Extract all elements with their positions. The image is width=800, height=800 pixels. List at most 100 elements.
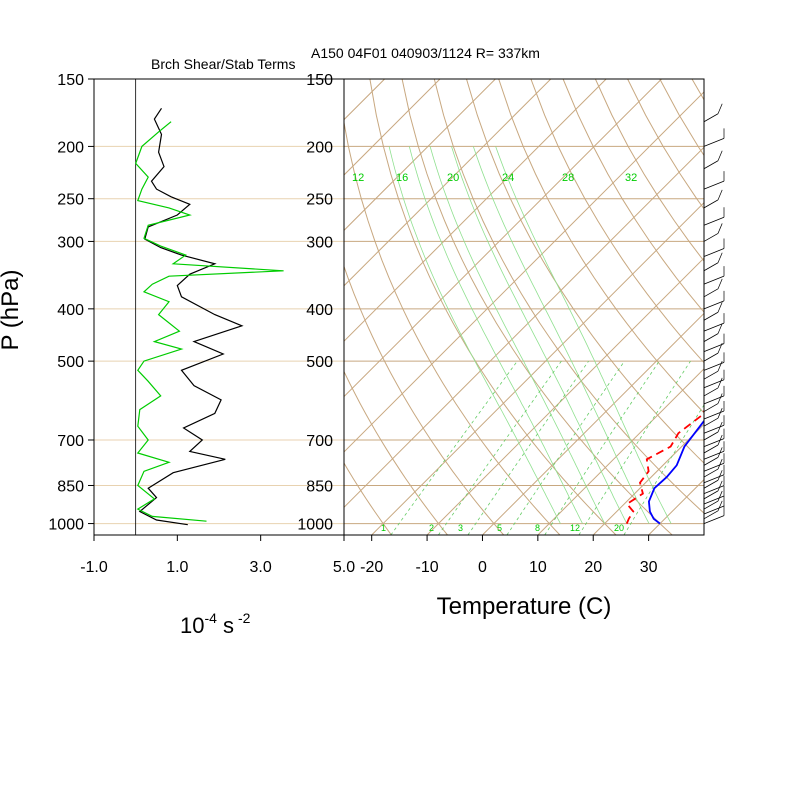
mixing-ratio-label: 8 [535,523,540,533]
wind-barb-feather [717,470,723,481]
temperature-line [647,419,704,525]
moist-adiabat [451,146,628,524]
wind-barb [703,387,719,397]
mixing-ratio-label: 2 [429,523,434,533]
right-x-tick-label: -10 [416,559,439,576]
left-y-tick-label: 200 [57,139,84,156]
wind-barb [703,462,725,472]
wind-barb [703,490,719,500]
wind-barb-feather [717,490,723,502]
wind-barb [703,370,719,380]
moist-adiabat [472,146,650,524]
left-y-tick-label: 700 [57,433,84,450]
isotherm [482,312,704,535]
left-y-tick-label: 150 [57,72,84,89]
wind-barb [703,450,725,460]
right-y-tick-label: 700 [306,433,333,450]
wind-barb-feather [717,377,723,389]
left-y-tick-label: 300 [57,234,84,251]
moist-adiabat-label: 20 [447,172,459,184]
right-y-tick-label: 250 [306,192,333,209]
moist-adiabat-label: 12 [352,172,364,184]
wind-barb [703,444,719,454]
wind-barb [703,333,719,342]
isotherm [344,79,552,287]
wind-barb-feather [717,323,723,334]
wind-barb [703,485,725,494]
isotherm [371,201,704,535]
wind-barb [703,233,719,242]
dry-adiabat [433,79,704,514]
dry-adiabat [756,79,800,535]
left-x-tick-label: 1.0 [166,559,188,576]
right-x-tick-label: 0 [478,559,487,576]
wind-barb [703,515,725,524]
wind-barb-feather [717,458,723,470]
dry-adiabat [344,119,561,535]
wind-barb [703,510,719,520]
left-panel-title: Brch Shear/Stab Terms [151,56,295,72]
wind-barb-feather [717,361,723,372]
wind-barb [703,113,719,123]
moist-adiabat-label: 28 [562,172,574,184]
wind-barb [703,417,719,427]
wind-barb [703,343,725,352]
wind-barb-feather [717,393,723,404]
dry-adiabat [344,370,448,535]
dry-adiabat [344,462,392,535]
left-x-tick-label: 3.0 [250,559,272,576]
right-panel-series [625,409,704,525]
mixing-ratio-label: 5 [497,523,502,533]
left-y-tick-label: 250 [57,192,84,209]
right-y-tick-label: 150 [306,72,333,89]
left-y-tick-label: 850 [57,478,84,495]
right-x-tick-label: 20 [584,559,602,576]
wind-barb-feather [717,252,723,263]
isotherm [344,91,704,453]
wind-barb [703,138,725,147]
wind-barb [703,505,725,515]
wind-barb-feather [717,500,723,511]
wind-barb [703,322,725,332]
right-x-tick-label: 30 [640,559,658,576]
mixing-ratio-line [578,360,691,535]
isotherm [592,423,704,535]
right-y-tick-label: 200 [306,139,333,156]
right-x-tick-label: 10 [529,559,547,576]
left-y-tick-label: 1000 [48,517,84,534]
left-x-axis-label: 10-4 s -2 [180,610,251,638]
moist-adiabat [408,146,583,524]
dry-adiabat [724,79,800,535]
mixing-ratio-label: 20 [614,523,624,533]
wind-barb [703,410,725,420]
wind-barb-feather [717,447,723,458]
mixing-ratio-line [544,360,660,535]
dry-adiabat [627,79,704,210]
wind-barb [703,180,725,190]
isotherm [344,79,607,342]
wind-barb [703,395,725,405]
moist-adiabat [429,146,606,524]
wind-barb-feather [717,150,723,161]
right-y-tick-label: 1000 [297,517,333,534]
wind-barb-feather [717,480,723,492]
wind-barb [703,379,725,389]
right-y-tick-label: 850 [306,478,333,495]
right-panel-gridlines [0,79,800,535]
wind-barb [703,262,719,272]
wind-barb [703,479,719,489]
moist-adiabat-label: 24 [502,172,514,184]
left-y-tick-label: 500 [57,354,84,371]
dry-adiabat [344,264,505,535]
mixing-ratio-label: 12 [570,523,580,533]
dry-adiabat [369,79,617,535]
wind-barb-feather [717,408,723,419]
header-text: A150 04F01 040903/1124 R= 337km [311,45,540,61]
dry-adiabat [789,79,800,535]
isotherm [344,79,496,232]
mixing-ratio-label: 1 [381,523,386,533]
right-panel-frame [343,78,705,536]
isotherm [0,79,274,535]
dewpoint-line [625,409,704,524]
